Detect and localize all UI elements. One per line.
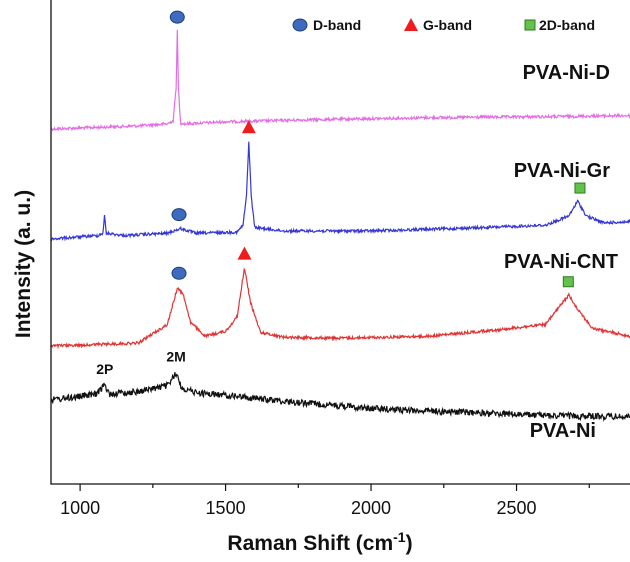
legend-circle-icon xyxy=(292,18,308,32)
x-tick-label: 2000 xyxy=(351,498,391,518)
axis-frame xyxy=(50,0,630,485)
legend-label: G-band xyxy=(423,17,472,33)
series-label: PVA-Ni-CNT xyxy=(504,251,618,273)
x-axis-title: Raman Shift (cm-1) xyxy=(227,529,412,555)
d-band-marker xyxy=(171,266,187,280)
legend-item: D-band xyxy=(292,17,361,33)
d-band-marker xyxy=(169,10,185,24)
series-label: PVA-Ni-Gr xyxy=(514,160,611,182)
legend-label: 2D-band xyxy=(539,17,595,33)
series-layer: PVA-Ni-D PVA-Ni-Gr PVA-Ni-CNT PVA-Ni xyxy=(50,29,630,442)
band-marker-layer: 2P 2M xyxy=(96,10,586,377)
axes: 1000 1500 2000 2500 Raman Shift (cm-1) Intens… xyxy=(12,0,630,555)
peak-annotation: 2M xyxy=(166,349,185,365)
series-line-pva-ni-d xyxy=(50,29,630,132)
2d-band-marker xyxy=(562,276,574,288)
g-band-marker xyxy=(237,246,252,260)
x-tick-label: 1000 xyxy=(60,498,100,518)
y-axis-title: Intensity (a. u.) xyxy=(12,190,35,338)
2d-band-marker xyxy=(574,182,586,194)
series-line-pva-ni-cnt xyxy=(50,267,630,350)
series-line-pva-ni-gr xyxy=(50,141,630,242)
legend: D-band G-band 2D-band xyxy=(292,17,595,33)
legend-item: G-band xyxy=(404,17,472,33)
legend-item: 2D-band xyxy=(524,17,595,33)
x-tick-label: 1500 xyxy=(206,498,246,518)
x-tick-label: 2500 xyxy=(497,498,537,518)
g-band-marker xyxy=(241,120,256,134)
series-label: PVA-Ni xyxy=(530,420,596,442)
legend-square-icon xyxy=(524,19,536,31)
legend-triangle-icon xyxy=(404,18,418,31)
series-line-pva-ni xyxy=(50,372,630,422)
peak-annotation: 2P xyxy=(96,361,113,377)
legend-label: D-band xyxy=(313,17,361,33)
series-label: PVA-Ni-D xyxy=(523,62,610,84)
d-band-marker xyxy=(171,208,187,222)
